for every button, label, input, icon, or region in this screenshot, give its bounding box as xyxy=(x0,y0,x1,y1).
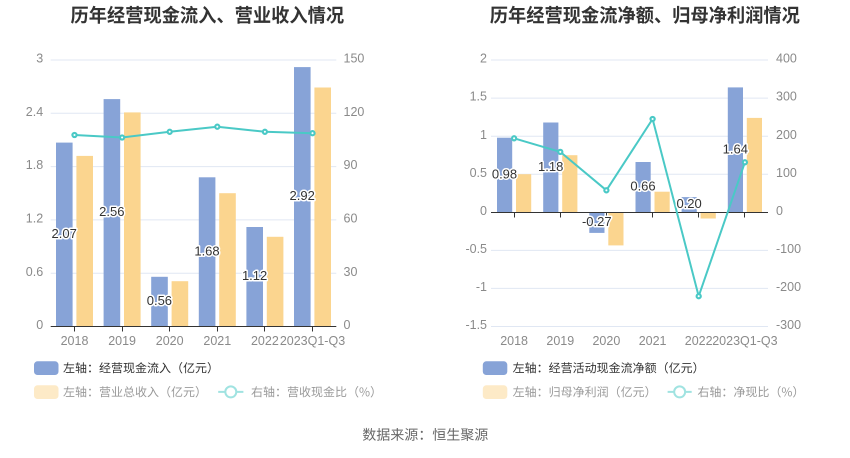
svg-text:0.56: 0.56 xyxy=(147,293,172,308)
svg-text:0.66: 0.66 xyxy=(630,179,655,194)
svg-text:-1: -1 xyxy=(476,280,487,294)
svg-text:2.4: 2.4 xyxy=(26,105,43,119)
svg-text:-1.5: -1.5 xyxy=(465,318,487,332)
svg-text:0: 0 xyxy=(480,204,487,218)
svg-text:1.18: 1.18 xyxy=(538,159,563,174)
svg-text:2.92: 2.92 xyxy=(290,188,315,203)
svg-text:2023Q1-Q3: 2023Q1-Q3 xyxy=(712,334,777,348)
svg-text:200: 200 xyxy=(776,128,797,142)
svg-text:2023Q1-Q3: 2023Q1-Q3 xyxy=(280,334,345,348)
svg-text:1.64: 1.64 xyxy=(723,141,748,156)
svg-text:2022: 2022 xyxy=(251,334,279,348)
svg-text:0: 0 xyxy=(776,204,783,218)
svg-text:2018: 2018 xyxy=(61,334,89,348)
svg-text:-300: -300 xyxy=(776,318,801,332)
svg-text:2019: 2019 xyxy=(546,334,574,348)
svg-text:2022: 2022 xyxy=(685,334,713,348)
svg-text:1.68: 1.68 xyxy=(194,243,219,258)
svg-text:2: 2 xyxy=(480,52,487,66)
svg-text:0.6: 0.6 xyxy=(26,265,43,279)
svg-text:2020: 2020 xyxy=(156,334,184,348)
svg-text:0: 0 xyxy=(344,318,351,332)
svg-text:1.12: 1.12 xyxy=(242,268,267,283)
svg-text:0.5: 0.5 xyxy=(470,166,487,180)
svg-text:1.8: 1.8 xyxy=(26,158,43,172)
svg-text:-200: -200 xyxy=(776,280,801,294)
svg-text:3: 3 xyxy=(36,52,43,66)
svg-text:2021: 2021 xyxy=(639,334,667,348)
svg-text:2.07: 2.07 xyxy=(52,226,77,241)
svg-text:150: 150 xyxy=(344,52,365,66)
svg-text:120: 120 xyxy=(344,105,365,119)
svg-text:30: 30 xyxy=(344,265,358,279)
svg-text:0.20: 0.20 xyxy=(676,196,701,211)
svg-text:90: 90 xyxy=(344,158,358,172)
svg-text:0: 0 xyxy=(36,318,43,332)
svg-text:1: 1 xyxy=(480,128,487,142)
svg-text:400: 400 xyxy=(776,52,797,66)
svg-text:2.56: 2.56 xyxy=(99,204,124,219)
svg-text:60: 60 xyxy=(344,212,358,226)
svg-text:2020: 2020 xyxy=(592,334,620,348)
svg-text:1.5: 1.5 xyxy=(470,90,487,104)
svg-text:2018: 2018 xyxy=(500,334,528,348)
svg-text:2019: 2019 xyxy=(108,334,136,348)
svg-text:2021: 2021 xyxy=(203,334,231,348)
svg-text:100: 100 xyxy=(776,166,797,180)
svg-text:1.2: 1.2 xyxy=(26,212,43,226)
svg-text:-0.5: -0.5 xyxy=(465,242,487,256)
svg-text:0.98: 0.98 xyxy=(492,166,517,181)
svg-text:300: 300 xyxy=(776,90,797,104)
svg-text:-0.27: -0.27 xyxy=(582,214,612,229)
svg-text:-100: -100 xyxy=(776,242,801,256)
